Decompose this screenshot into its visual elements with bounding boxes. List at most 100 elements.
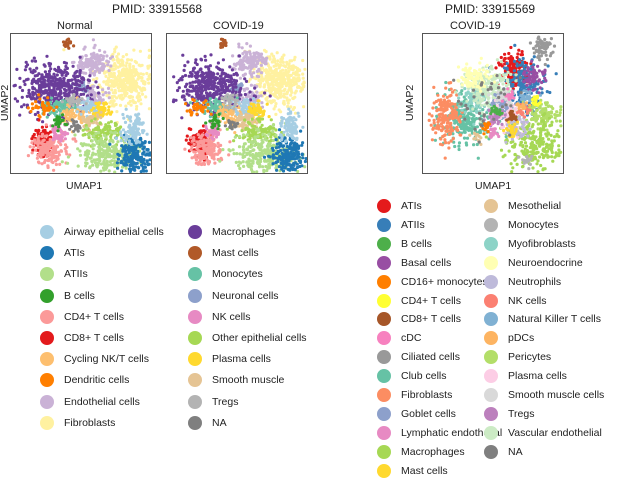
point — [237, 101, 241, 105]
point — [213, 104, 217, 108]
point — [79, 142, 83, 146]
point — [252, 97, 256, 101]
point — [284, 84, 288, 88]
point — [85, 61, 89, 65]
point — [42, 63, 46, 67]
point — [127, 125, 131, 129]
point — [295, 155, 299, 160]
point — [231, 148, 235, 152]
point — [232, 139, 236, 143]
point — [245, 42, 249, 46]
point — [295, 143, 299, 147]
point — [106, 145, 110, 149]
point — [241, 67, 245, 71]
point — [107, 91, 111, 95]
point — [297, 114, 301, 118]
point — [291, 71, 296, 75]
point — [13, 83, 17, 87]
point — [127, 85, 131, 89]
point — [67, 93, 71, 98]
point — [204, 58, 208, 62]
point — [257, 83, 261, 87]
point — [93, 57, 98, 61]
point — [31, 148, 35, 152]
point — [264, 57, 268, 61]
point — [195, 62, 199, 67]
point — [214, 108, 218, 112]
point — [215, 152, 219, 156]
point — [545, 57, 549, 62]
point — [282, 116, 286, 121]
point — [58, 121, 62, 125]
point — [260, 149, 265, 153]
point — [65, 108, 69, 112]
point — [243, 118, 247, 122]
point — [111, 140, 115, 144]
point — [200, 162, 204, 166]
point — [37, 134, 41, 138]
point — [52, 86, 56, 90]
point — [107, 96, 111, 100]
point — [202, 95, 206, 99]
cluster-na — [223, 119, 240, 131]
point — [190, 145, 194, 149]
point — [35, 105, 40, 110]
point — [74, 125, 78, 129]
point — [243, 142, 247, 146]
point — [128, 164, 132, 168]
point — [244, 113, 248, 117]
point — [221, 58, 225, 62]
point — [187, 93, 191, 97]
point — [264, 164, 268, 169]
point — [294, 118, 298, 122]
point — [271, 54, 276, 58]
point — [236, 116, 240, 121]
point — [37, 161, 41, 165]
point — [85, 120, 89, 124]
point — [108, 142, 112, 146]
point — [249, 128, 253, 132]
point — [40, 73, 44, 77]
point — [45, 115, 49, 119]
point — [78, 69, 82, 73]
point — [105, 126, 109, 130]
point — [141, 152, 145, 156]
point — [65, 113, 69, 117]
point — [96, 103, 100, 107]
point — [269, 66, 273, 70]
point — [35, 89, 39, 93]
point — [297, 76, 301, 80]
point — [40, 162, 44, 166]
point — [142, 157, 146, 161]
point — [211, 137, 215, 141]
point — [268, 72, 272, 76]
point — [241, 155, 245, 159]
point — [238, 134, 242, 139]
point — [56, 129, 60, 133]
point — [201, 133, 205, 137]
point — [230, 113, 234, 117]
point — [43, 89, 48, 93]
point — [91, 147, 95, 151]
point — [52, 72, 56, 76]
point — [539, 54, 543, 58]
point — [119, 71, 123, 76]
point — [121, 112, 125, 117]
point — [48, 106, 53, 110]
point — [62, 109, 66, 113]
point — [51, 152, 55, 156]
point — [104, 91, 108, 95]
point — [256, 162, 260, 166]
point — [132, 167, 136, 171]
point — [144, 95, 148, 99]
point — [289, 93, 293, 97]
point — [124, 136, 129, 140]
point — [188, 101, 192, 105]
point — [98, 159, 102, 163]
point — [293, 111, 298, 115]
left-panel-normal-subtitle: Normal — [57, 20, 93, 32]
point — [293, 141, 297, 145]
point — [293, 55, 297, 59]
point — [25, 103, 29, 107]
point — [128, 99, 132, 104]
